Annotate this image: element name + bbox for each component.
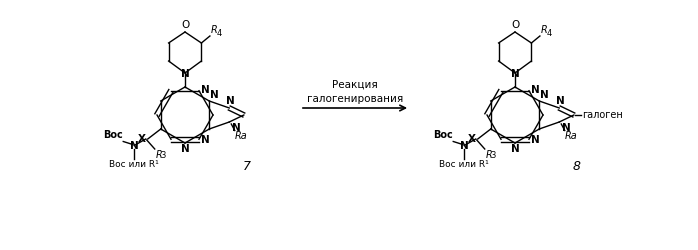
Text: Boc или R¹: Boc или R¹ xyxy=(110,160,159,169)
Text: 3: 3 xyxy=(490,152,496,160)
Text: Ra: Ra xyxy=(565,132,578,141)
Text: Ra: Ra xyxy=(235,132,248,141)
Text: 4: 4 xyxy=(547,30,552,38)
Text: O: O xyxy=(511,20,519,30)
Text: N: N xyxy=(556,96,565,106)
Text: 3: 3 xyxy=(161,152,165,160)
Text: O: O xyxy=(181,20,189,30)
Text: X: X xyxy=(138,134,146,143)
Text: N: N xyxy=(181,144,190,154)
Text: N: N xyxy=(226,96,235,106)
Text: N: N xyxy=(562,123,570,133)
Text: Boc: Boc xyxy=(433,130,453,140)
Text: N: N xyxy=(531,135,540,145)
Text: N: N xyxy=(210,90,219,100)
Text: 7: 7 xyxy=(243,160,251,173)
Text: N: N xyxy=(202,135,210,145)
Text: R: R xyxy=(155,150,162,160)
Text: Boc или R¹: Boc или R¹ xyxy=(439,160,489,169)
Text: R: R xyxy=(485,150,492,160)
Text: N: N xyxy=(511,69,519,79)
Text: R: R xyxy=(210,26,217,36)
Text: N: N xyxy=(181,69,189,79)
Text: N: N xyxy=(531,85,540,95)
Text: 8: 8 xyxy=(573,160,581,173)
Text: Реакция: Реакция xyxy=(332,80,378,90)
Text: N: N xyxy=(511,144,520,154)
Text: R: R xyxy=(540,26,547,36)
Text: X: X xyxy=(468,134,476,143)
Text: 4: 4 xyxy=(217,30,222,38)
Text: N: N xyxy=(232,123,241,133)
Text: галогенирования: галогенирования xyxy=(307,94,403,104)
Text: N: N xyxy=(540,90,549,100)
Text: N: N xyxy=(460,141,468,151)
Text: N: N xyxy=(130,141,139,151)
Text: Boc: Boc xyxy=(103,130,123,140)
Text: N: N xyxy=(202,85,210,95)
Text: галоген: галоген xyxy=(582,110,623,120)
